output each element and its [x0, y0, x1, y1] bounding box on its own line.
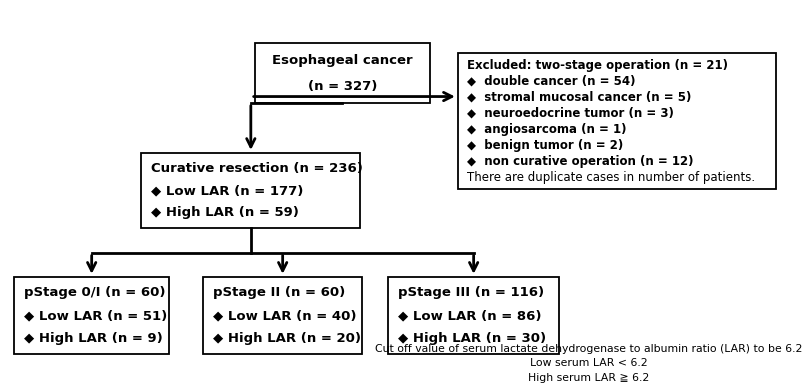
- Text: Excluded: two-stage operation (n = 21): Excluded: two-stage operation (n = 21): [466, 59, 727, 72]
- FancyBboxPatch shape: [457, 53, 775, 189]
- Text: ◆ High LAR (n = 9): ◆ High LAR (n = 9): [24, 332, 162, 345]
- FancyBboxPatch shape: [203, 277, 362, 354]
- Text: (n = 327): (n = 327): [307, 80, 376, 93]
- Text: ◆  neuroedocrine tumor (n = 3): ◆ neuroedocrine tumor (n = 3): [466, 107, 673, 120]
- Text: ◆ Low LAR (n = 177): ◆ Low LAR (n = 177): [151, 184, 303, 197]
- Text: ◆ High LAR (n = 30): ◆ High LAR (n = 30): [397, 332, 545, 345]
- Text: pStage III (n = 116): pStage III (n = 116): [397, 286, 543, 299]
- FancyBboxPatch shape: [14, 277, 169, 354]
- Text: ◆  non curative operation (n = 12): ◆ non curative operation (n = 12): [466, 155, 693, 168]
- FancyBboxPatch shape: [255, 43, 429, 103]
- Text: Curative resection (n = 236): Curative resection (n = 236): [151, 162, 363, 175]
- Text: ◆  angiosarcoma (n = 1): ◆ angiosarcoma (n = 1): [466, 123, 626, 136]
- Text: ◆ Low LAR (n = 40): ◆ Low LAR (n = 40): [212, 309, 356, 322]
- Text: pStage 0/I (n = 60): pStage 0/I (n = 60): [24, 286, 165, 299]
- Text: High serum LAR ≧ 6.2: High serum LAR ≧ 6.2: [528, 373, 649, 383]
- Text: There are duplicate cases in number of patients.: There are duplicate cases in number of p…: [466, 171, 754, 184]
- Text: Cut off value of serum lactate dehydrogenase to albumin ratio (LAR) to be 6.2: Cut off value of serum lactate dehydroge…: [375, 344, 802, 354]
- FancyBboxPatch shape: [388, 277, 559, 354]
- Text: ◆  double cancer (n = 54): ◆ double cancer (n = 54): [466, 75, 635, 88]
- Text: ◆  stromal mucosal cancer (n = 5): ◆ stromal mucosal cancer (n = 5): [466, 91, 691, 104]
- Text: ◆ High LAR (n = 59): ◆ High LAR (n = 59): [151, 206, 298, 219]
- Text: Low serum LAR < 6.2: Low serum LAR < 6.2: [530, 359, 647, 368]
- FancyBboxPatch shape: [141, 153, 360, 228]
- Text: ◆ High LAR (n = 20): ◆ High LAR (n = 20): [212, 332, 360, 345]
- Text: ◆ Low LAR (n = 51): ◆ Low LAR (n = 51): [24, 309, 167, 322]
- Text: Esophageal cancer: Esophageal cancer: [272, 54, 412, 67]
- Text: ◆ Low LAR (n = 86): ◆ Low LAR (n = 86): [397, 309, 540, 322]
- Text: pStage II (n = 60): pStage II (n = 60): [212, 286, 345, 299]
- Text: ◆  benign tumor (n = 2): ◆ benign tumor (n = 2): [466, 139, 623, 152]
